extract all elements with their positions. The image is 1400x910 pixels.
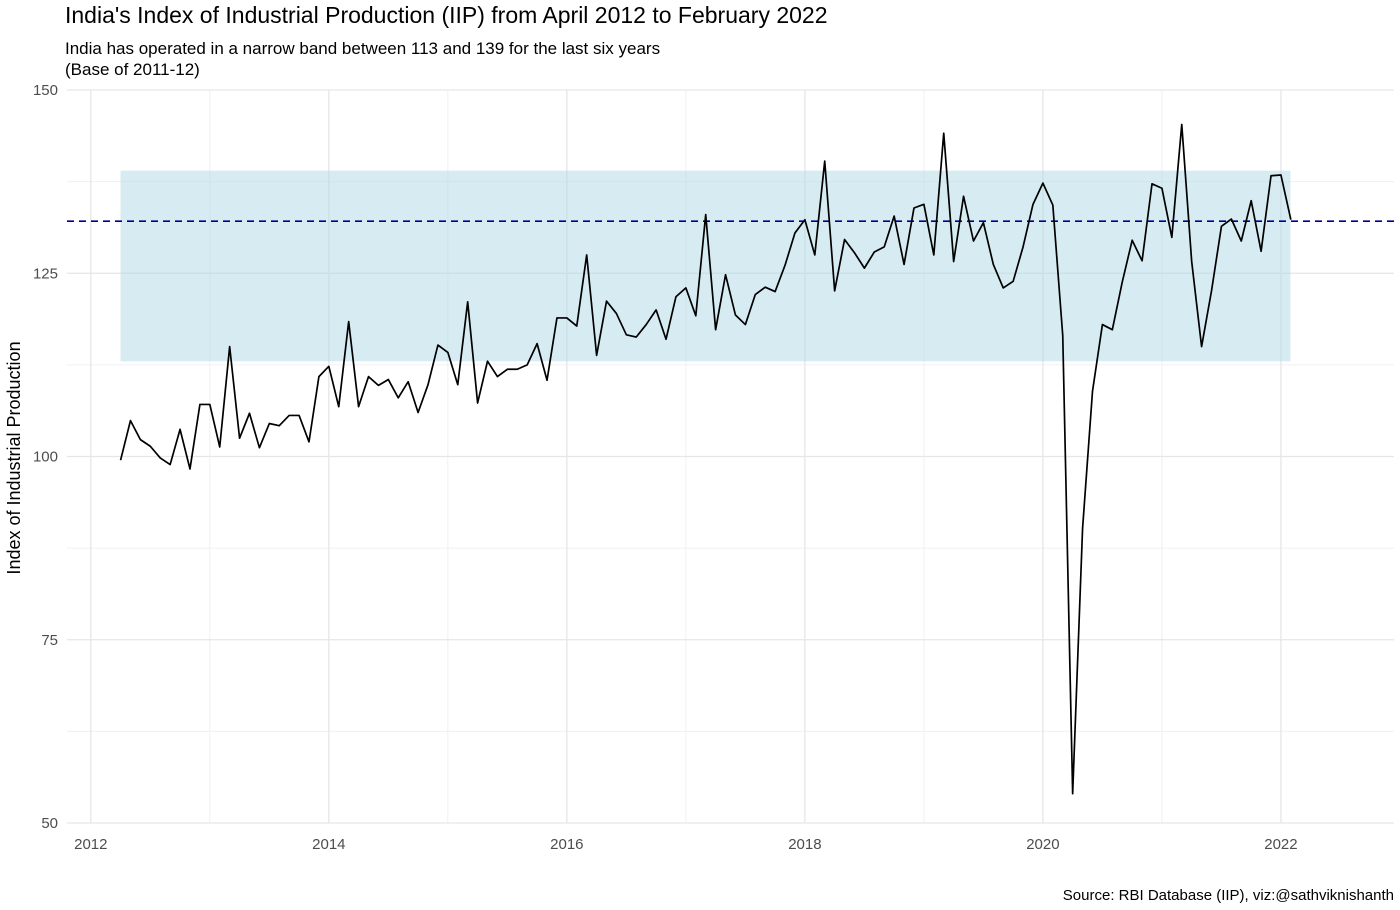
x-axis-tick-labels: 2012 2014 2016 2018 2020 2022 (74, 836, 1298, 853)
x-tick-label: 2014 (312, 836, 345, 853)
x-tick-label: 2018 (788, 836, 821, 853)
chart-title: India's Index of Industrial Production (… (65, 2, 828, 28)
y-tick-label: 100 (33, 449, 58, 466)
y-tick-label: 125 (33, 265, 58, 282)
chart-caption: Source: RBI Database (IIP), viz:@sathvik… (1062, 887, 1394, 904)
y-tick-label: 75 (41, 632, 58, 649)
range-band-layer (120, 170, 1291, 362)
x-tick-label: 2016 (550, 836, 583, 853)
y-axis-tick-labels: 50 75 100 125 150 (33, 82, 58, 832)
x-tick-label: 2020 (1026, 836, 1059, 853)
y-axis-title: Index of Industrial Production (4, 341, 24, 574)
chart-subtitle-line-2: (Base of 2011-12) (65, 60, 200, 79)
series-line-0 (119, 123, 1292, 795)
series-layer (119, 123, 1292, 795)
y-tick-label: 50 (41, 815, 58, 832)
chart-subtitle-line-1: India has operated in a narrow band betw… (65, 39, 661, 58)
chart-subtitle: India has operated in a narrow band betw… (65, 38, 660, 80)
y-tick-label: 150 (33, 82, 58, 99)
range-band (120, 170, 1291, 362)
x-tick-label: 2022 (1264, 836, 1297, 853)
x-tick-label: 2012 (74, 836, 107, 853)
